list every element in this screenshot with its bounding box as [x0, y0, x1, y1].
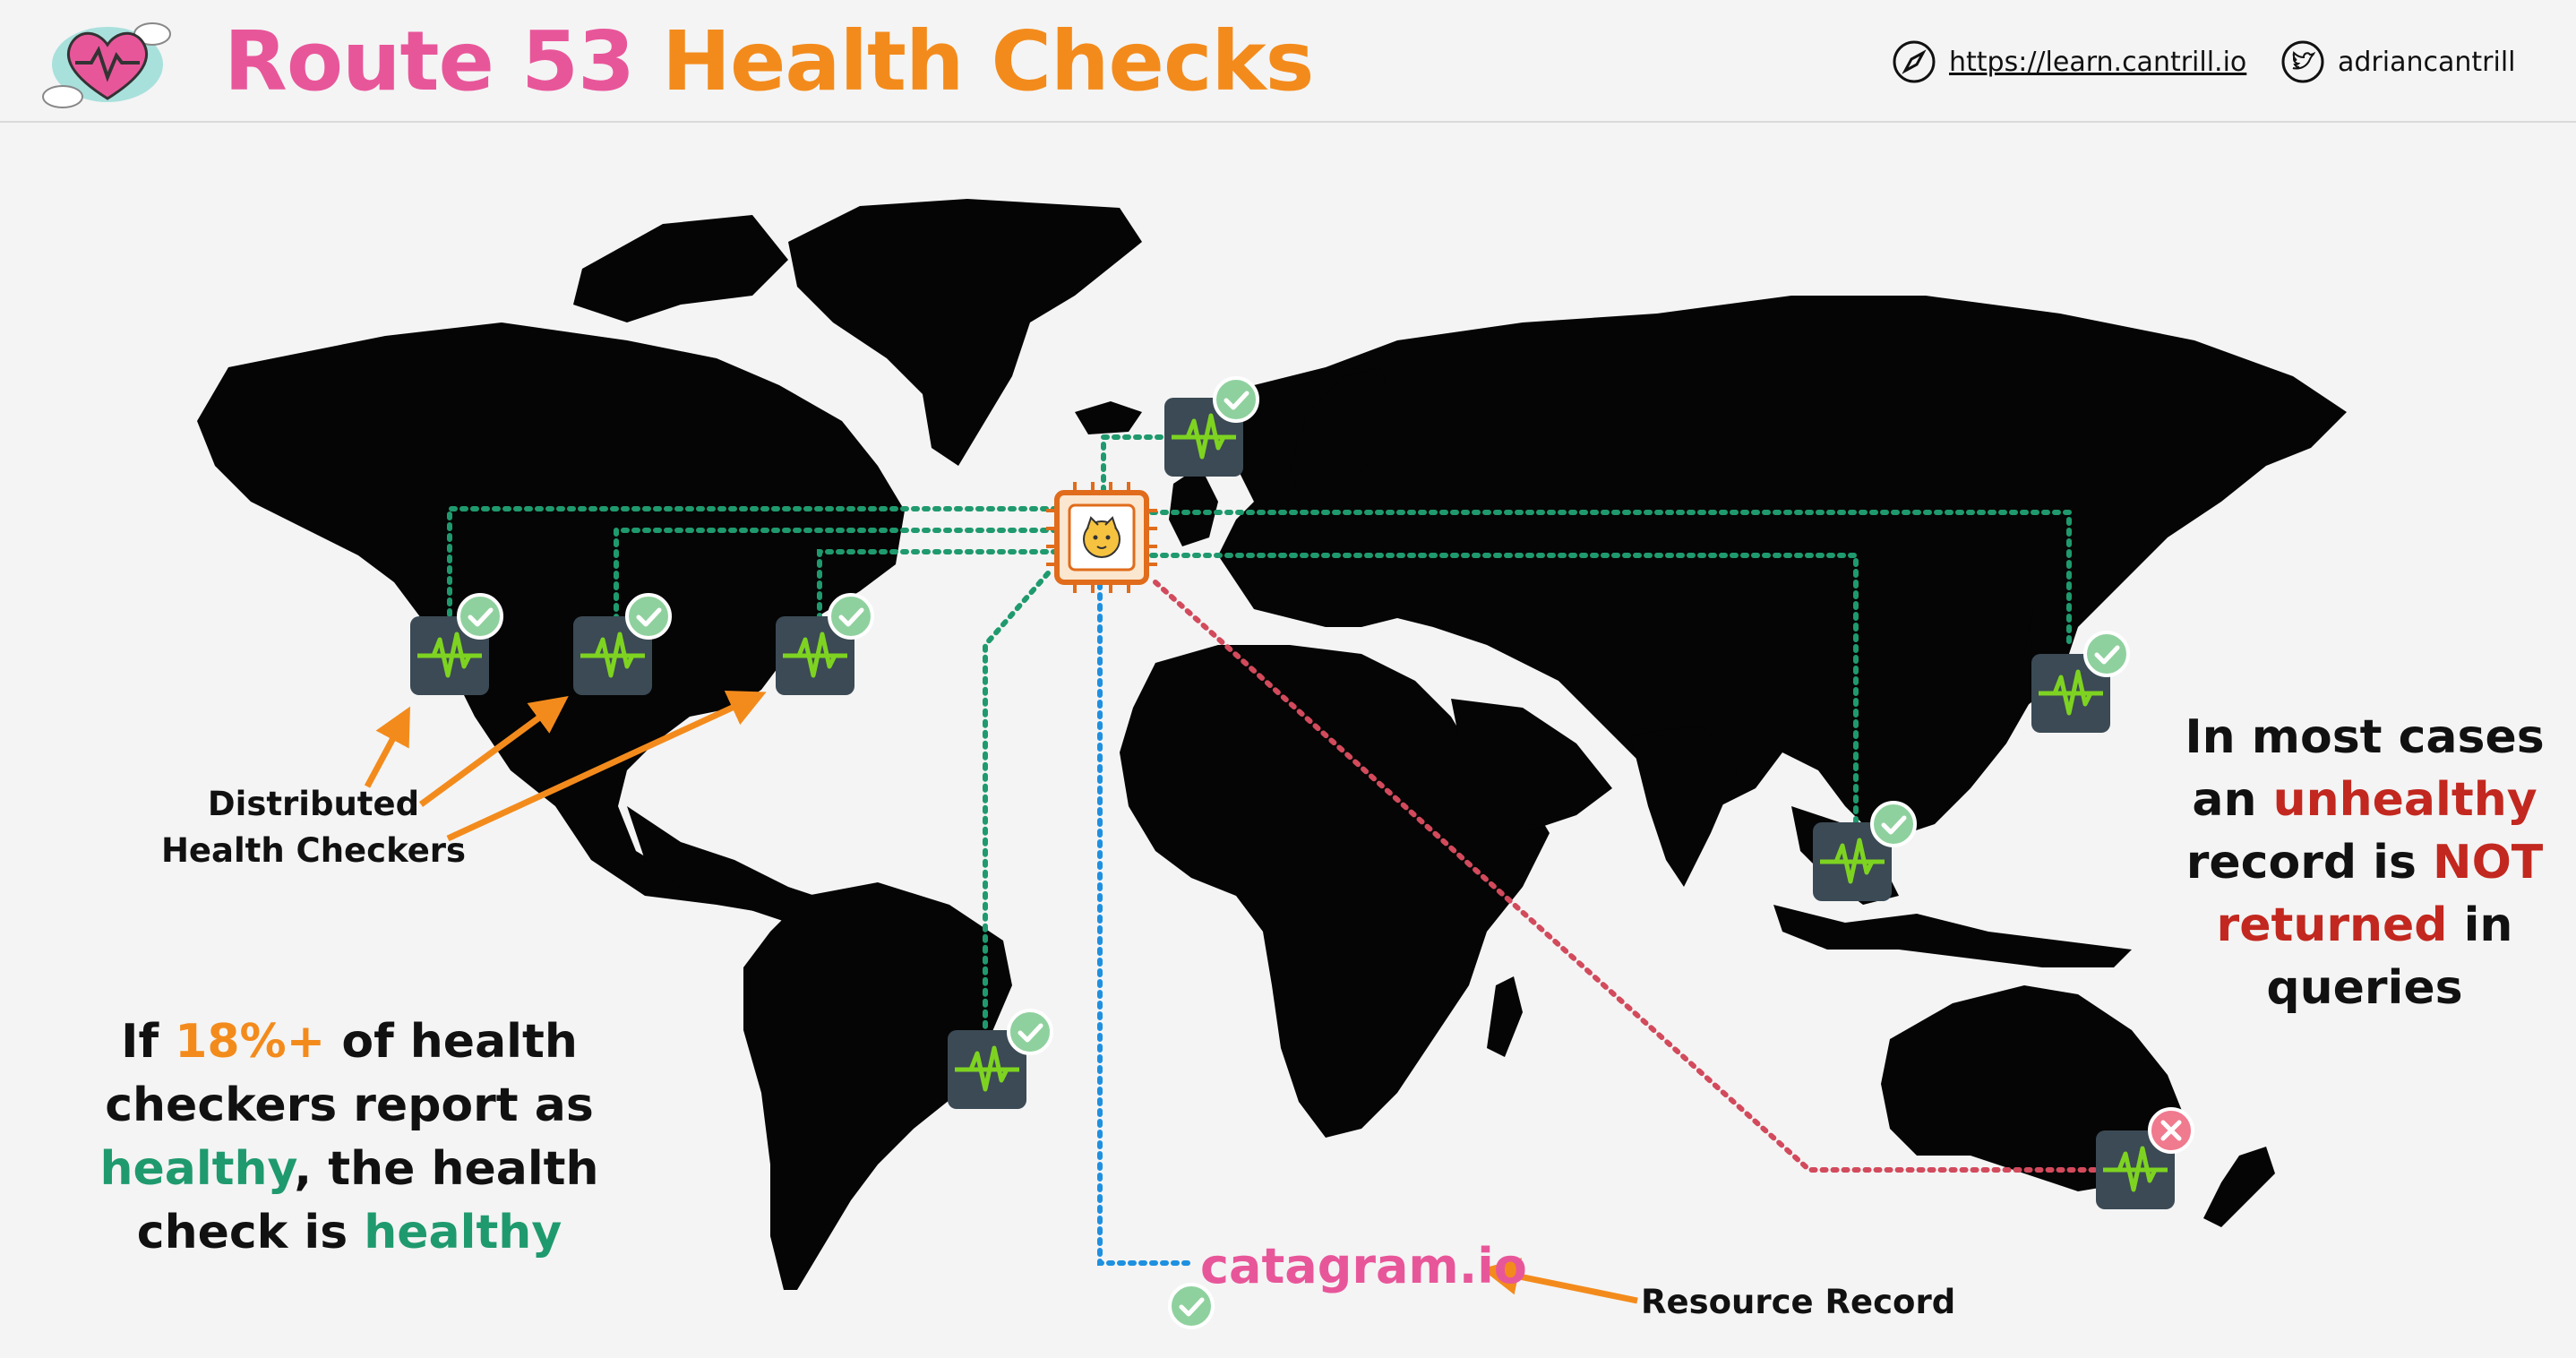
- new-zealand-shape: [2203, 1147, 2275, 1227]
- check-circle-icon: [1215, 378, 1258, 421]
- note-an: an: [2192, 773, 2273, 827]
- madagascar-shape: [1487, 976, 1523, 1057]
- health-threshold-rule: If 18%+ of health checkers report as hea…: [90, 1010, 609, 1265]
- twitter-handle[interactable]: adriancantrill: [2338, 46, 2516, 78]
- compass-icon: [1893, 40, 1936, 83]
- connection-lines: [447, 434, 2099, 1266]
- link-asia-japan: [1149, 510, 2072, 648]
- link-asia-southeast: [1149, 553, 1859, 827]
- twitter-link[interactable]: adriancantrill: [2280, 38, 2516, 86]
- site-link[interactable]: https://learn.cantrill.io: [1892, 38, 2246, 86]
- annotation-arrows: [364, 690, 1638, 1304]
- arrow-to-us-west: [364, 706, 410, 788]
- cross-circle-icon: [2150, 1109, 2193, 1152]
- iceland-shape: [1075, 401, 1142, 434]
- link-resource-record: [1097, 581, 1194, 1266]
- check-circle-icon: [1872, 803, 1915, 846]
- distributed-label-line1: Distributed: [207, 785, 420, 823]
- eurasia-shape: [1182, 296, 2347, 842]
- note-line5: queries: [2266, 961, 2463, 1015]
- unhealthy-record-note: In most cases an unhealthy record is NOT…: [2168, 706, 2562, 1019]
- link-south-america: [983, 571, 1051, 1033]
- title-part-health-checks: Health Checks: [662, 13, 1314, 109]
- twitter-bird-icon: [2281, 40, 2324, 83]
- rule-threshold: 18%+: [175, 1015, 326, 1069]
- domain-name-label: catagram.io: [1200, 1238, 1527, 1294]
- continents: [197, 199, 2347, 1290]
- note-not: NOT: [2433, 836, 2544, 890]
- rule-healthy-word: healthy: [99, 1142, 295, 1196]
- server-chip-cat-icon: [1046, 482, 1157, 593]
- arrow-to-domain: [1481, 1258, 1638, 1304]
- note-in: in: [2447, 898, 2513, 952]
- south-america-shape: [743, 882, 1012, 1290]
- note-record-is: record is: [2185, 836, 2434, 890]
- site-link-text[interactable]: https://learn.cantrill.io: [1949, 46, 2247, 78]
- check-circle-icon: [459, 595, 502, 638]
- indonesia-shape: [1773, 905, 2132, 967]
- arrow-to-us-east: [446, 690, 767, 842]
- check-circle-icon: [1009, 1010, 1052, 1053]
- africa-shape: [1120, 645, 1550, 1138]
- rule-healthy-word-2: healthy: [364, 1206, 562, 1259]
- page-title: Route 53 Health Checks: [224, 9, 1314, 115]
- rule-suffix: , the health check is: [136, 1142, 599, 1259]
- check-circle-icon: [829, 595, 872, 638]
- scandinavia-shape: [1290, 367, 1397, 502]
- heart-monitor-cloud-icon: [42, 22, 171, 108]
- arctic-islands-shape: [573, 215, 788, 322]
- india-shape: [1630, 726, 1738, 887]
- rule-prefix: If: [121, 1015, 176, 1069]
- check-circle-icon: [627, 595, 670, 638]
- check-circle-icon: [2085, 632, 2128, 675]
- resource-record-label: Resource Record: [1641, 1283, 1956, 1321]
- link-us-east: [817, 549, 1060, 621]
- uk-shape: [1169, 466, 1218, 546]
- note-returned: returned: [2216, 898, 2448, 952]
- header-bar: Route 53 Health Checks https://learn.can…: [0, 0, 2576, 123]
- arrow-to-us-central: [418, 696, 569, 807]
- note-line4: returned in: [2168, 894, 2562, 957]
- note-line2: an unhealthy: [2168, 769, 2562, 831]
- arabia-shape: [1451, 699, 1612, 833]
- note-line1: In most cases: [2185, 710, 2545, 764]
- note-line3: record is NOT: [2168, 831, 2562, 894]
- rule-middle: of health checkers report as: [105, 1015, 594, 1132]
- link-europe-north: [1101, 434, 1176, 504]
- north-america-shape: [197, 322, 905, 914]
- link-australia-unhealthy: [1153, 580, 2099, 1173]
- note-unhealthy: unhealthy: [2272, 773, 2537, 827]
- link-us-central: [614, 528, 1060, 621]
- distributed-label-line2: Health Checkers: [160, 831, 467, 870]
- distributed-health-checkers-label: Distributed Health Checkers: [134, 781, 493, 874]
- greenland-shape: [788, 199, 1142, 466]
- link-us-west: [447, 506, 1060, 621]
- title-part-route53: Route 53: [224, 13, 635, 109]
